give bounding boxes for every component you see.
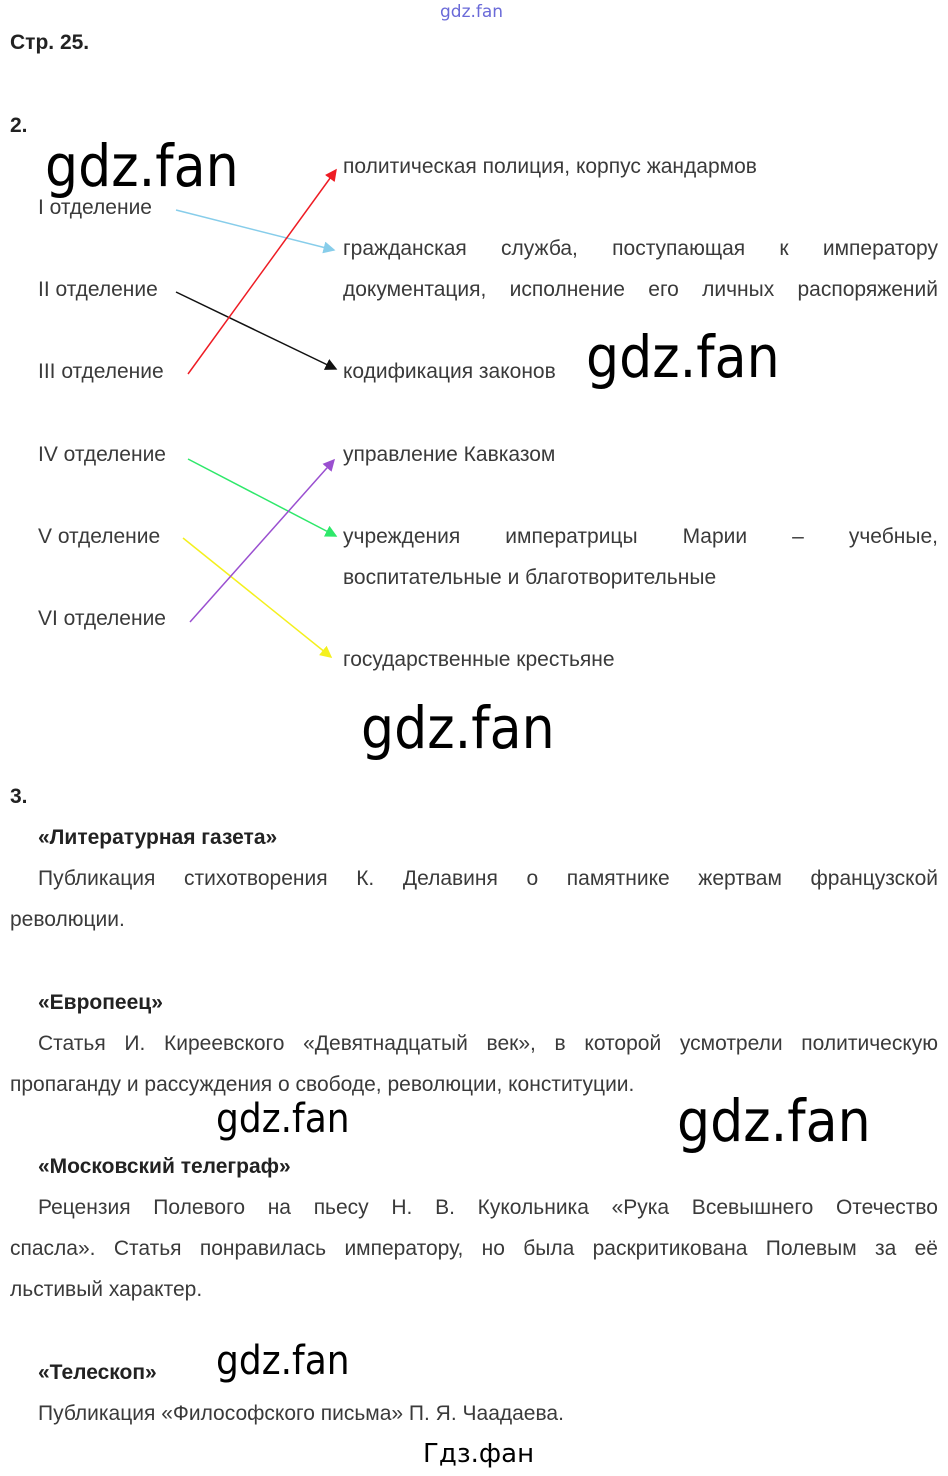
arrow-IV (187, 458, 338, 537)
watermark-footer: Гдз.фан (423, 1439, 535, 1469)
newspaper-text-4-line1: Публикация «Философского письма» П. Я. Ч… (38, 1402, 564, 1425)
right-item-4: управление Кавказом (343, 443, 556, 466)
watermark: gdz.fan (361, 694, 555, 762)
matching-arrows (175, 168, 338, 658)
newspaper-text-3-line2: спасла». Статья понравилась императору, … (10, 1237, 938, 1260)
arrow-III (187, 168, 337, 375)
newspaper-text-2-line2: пропаганду и рассуждения о свободе, рево… (10, 1073, 635, 1096)
newspaper-title-1: «Литературная газета» (38, 826, 278, 849)
left-item-4: IV отделение (38, 443, 166, 466)
right-item-5-line2: воспитательные и благотворительные (343, 566, 717, 589)
arrow-VI (189, 458, 335, 623)
watermark-top: gdz.fan (440, 2, 504, 22)
newspaper-text-1-line1: Публикация стихотворения К. Делавиня о п… (38, 867, 938, 890)
watermark: gdz.fan (677, 1087, 871, 1155)
task-2-number: 2. (10, 114, 28, 137)
watermark: gdz.fan (216, 1096, 350, 1142)
right-item-1: политическая полиция, корпус жандармов (343, 155, 757, 178)
right-item-6: государственные крестьяне (343, 648, 615, 671)
left-item-2: II отделение (38, 278, 158, 301)
right-item-2-line1: гражданская служба, поступающая к импера… (343, 237, 938, 260)
left-item-5: V отделение (38, 525, 161, 548)
left-item-1: I отделение (38, 196, 152, 219)
newspaper-text-3-line1: Рецензия Полевого на пьесу Н. В. Кукольн… (38, 1196, 938, 1219)
newspaper-title-3: «Московский телеграф» (38, 1155, 291, 1178)
newspaper-text-1-line2: революции. (10, 908, 125, 931)
right-item-2-line2: документация, исполнение его личных расп… (343, 278, 938, 301)
right-item-5-line1: учреждения императрицы Марии – учебные, (343, 525, 938, 548)
watermark: gdz.fan (586, 323, 780, 391)
arrow-V (182, 537, 333, 658)
left-item-3: III отделение (38, 360, 164, 383)
arrow-I (175, 209, 336, 254)
task-3-number: 3. (10, 785, 28, 808)
newspaper-title-2: «Европеец» (38, 991, 163, 1014)
left-item-6: VI отделение (38, 607, 166, 630)
newspaper-text-3-line3: льстивый характер. (10, 1278, 203, 1301)
newspaper-title-4: «Телескоп» (38, 1361, 157, 1384)
newspaper-text-2-line1: Статья И. Киреевского «Девятнадцатый век… (38, 1032, 938, 1055)
watermark: gdz.fan (45, 132, 239, 200)
right-item-3: кодификация законов (343, 360, 556, 383)
watermark: gdz.fan (216, 1338, 350, 1384)
page-label: Стр. 25. (10, 31, 90, 54)
arrow-II (175, 291, 338, 370)
